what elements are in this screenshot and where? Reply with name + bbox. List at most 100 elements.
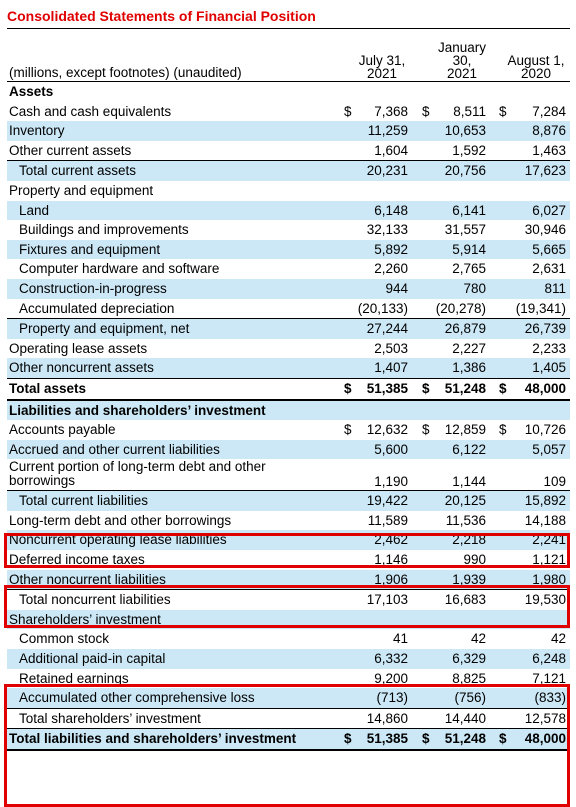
- cell-value: 48,000: [524, 380, 566, 396]
- cell-value: (20,278): [435, 300, 486, 316]
- row-label: Land: [19, 202, 50, 218]
- cell-value: 944: [385, 280, 408, 296]
- cell-value: 5,057: [532, 441, 566, 457]
- row-label: Current portion of long-term debt and ot…: [9, 459, 266, 489]
- cell-value: 14,860: [366, 710, 408, 726]
- cell-value: 8,876: [532, 123, 566, 139]
- row-label: Common stock: [19, 631, 110, 647]
- cell-value: 16,683: [444, 592, 486, 608]
- table-row: Retained earnings 9,200 8,825 7,121: [7, 669, 570, 689]
- table-row: Other current assets 1,604 1,592 1,463: [7, 141, 570, 161]
- cell-value: 1,463: [532, 142, 566, 158]
- table-row: Accounts payable $12,632 $12,859 $10,726: [7, 420, 570, 440]
- cell-value: 2,462: [374, 532, 408, 548]
- row-label: Long-term debt and other borrowings: [9, 512, 232, 528]
- row-label: Retained earnings: [19, 670, 129, 686]
- currency-symbol: $: [422, 103, 430, 119]
- cell-value: 7,368: [374, 103, 408, 119]
- table-row: Other noncurrent liabilities 1,906 1,939 1,…: [7, 569, 570, 590]
- cell-value: 51,385: [366, 731, 408, 747]
- cell-value: 10,726: [524, 422, 566, 438]
- cell-value: 1,190: [374, 474, 408, 490]
- table-row: Fixtures and equipment 5,892 5,914 5,665: [7, 239, 570, 260]
- table-row: Long-term debt and other borrowings 11,58…: [7, 511, 570, 531]
- cell-value: (756): [454, 690, 486, 706]
- currency-symbol: $: [344, 422, 352, 438]
- table-row: Computer hardware and software 2,260 2,765…: [7, 259, 570, 279]
- table-row: Cash and cash equivalents $7,368 $8,511 $7,…: [7, 102, 570, 122]
- row-label: Total shareholders’ investment: [19, 710, 201, 726]
- currency-symbol: $: [499, 380, 507, 396]
- table-row: Current portion of long-term debt and ot…: [7, 459, 570, 490]
- cell-value: 17,103: [366, 592, 408, 608]
- units-note: (millions, except footnotes) (unaudited): [9, 65, 242, 80]
- row-label: Other noncurrent assets: [9, 360, 154, 376]
- cell-value: 42: [550, 631, 566, 647]
- row-label: Noncurrent operating lease liabilities: [9, 532, 227, 548]
- currency-symbol: $: [499, 422, 507, 438]
- cell-value: 11,259: [367, 123, 408, 139]
- currency-symbol: $: [499, 731, 507, 747]
- cell-value: 15,892: [524, 493, 566, 509]
- financial-statement: Consolidated Statements of Financial Pos…: [4, 6, 570, 807]
- cell-value: 20,756: [444, 163, 486, 179]
- table-row: Common stock 41 42 42: [7, 629, 570, 649]
- cell-value: 1,592: [452, 142, 486, 158]
- cell-value: 42: [470, 631, 486, 647]
- currency-symbol: $: [499, 103, 507, 119]
- row-label: Liabilities and shareholders’ investment: [9, 402, 266, 418]
- cell-value: 2,503: [374, 340, 408, 356]
- row-label: Accumulated other comprehensive loss: [19, 690, 255, 706]
- row-label: Computer hardware and software: [19, 261, 220, 277]
- cell-value: 41: [392, 631, 408, 647]
- cell-value: 811: [544, 280, 566, 296]
- cell-value: 6,122: [452, 441, 486, 457]
- cell-value: 12,859: [444, 422, 486, 438]
- table-row: Land 6,148 6,141 6,027: [7, 200, 570, 221]
- table-row: Total noncurrent liabilities 17,103 16,683…: [7, 589, 570, 610]
- row-label: Cash and cash equivalents: [9, 103, 172, 119]
- cell-value: 9,200: [374, 670, 408, 686]
- table-row: Total current assets 20,231 20,756 17,623: [7, 160, 570, 181]
- cell-value: 2,218: [452, 532, 486, 548]
- cell-value: 20,125: [444, 493, 486, 509]
- cell-value: 19,422: [366, 493, 408, 509]
- cell-value: 26,879: [444, 321, 486, 337]
- cell-value: (713): [376, 690, 408, 706]
- cell-value: (19,341): [515, 300, 566, 316]
- row-label: Inventory: [9, 123, 65, 139]
- cell-value: 14,188: [524, 512, 566, 528]
- row-label: Total liabilities and shareholders’ inve…: [9, 731, 297, 747]
- cell-value: 1,939: [452, 571, 486, 587]
- cell-value: 5,665: [532, 241, 566, 257]
- cell-value: 109: [543, 474, 566, 490]
- cell-value: 30,946: [524, 222, 566, 238]
- currency-symbol: $: [422, 422, 430, 438]
- table-row: Total current liabilities 19,422 20,125 15,…: [7, 490, 570, 511]
- cell-value: 12,632: [366, 422, 408, 438]
- cell-value: 6,248: [532, 651, 566, 667]
- cell-value: 1,906: [374, 571, 408, 587]
- row-label: Buildings and improvements: [19, 222, 189, 238]
- statement-title: Consolidated Statements of Financial Pos…: [7, 6, 570, 29]
- row-label: Assets: [9, 84, 54, 99]
- table-body: Assets Cash and cash equivalents $7,368 $8,…: [7, 82, 570, 751]
- table-row: Total assets $51,385 $51,248 $48,000: [7, 377, 570, 401]
- cell-value: 2,765: [452, 261, 486, 277]
- cell-value: 2,631: [532, 261, 566, 277]
- cell-value: 17,623: [524, 163, 566, 179]
- table-row: Accrued and other current liabilities 5,6…: [7, 439, 570, 460]
- table-row: Operating lease assets 2,503 2,227 2,233: [7, 339, 570, 359]
- cell-value: 1,604: [374, 142, 408, 158]
- row-label: Operating lease assets: [9, 340, 148, 356]
- cell-value: 2,260: [374, 261, 408, 277]
- table-row: Construction-in-progress 944 780 811: [7, 278, 570, 299]
- cell-value: 32,133: [366, 222, 408, 238]
- cell-value: 2,233: [532, 340, 566, 356]
- table-row: Property and equipment, net 27,244 26,879 2…: [7, 318, 570, 339]
- cell-value: 1,144: [452, 474, 486, 490]
- table-row: Buildings and improvements 32,133 31,557 30…: [7, 220, 570, 240]
- cell-value: 6,027: [532, 202, 566, 218]
- cell-value: 5,914: [452, 241, 486, 257]
- cell-value: 1,146: [374, 552, 408, 568]
